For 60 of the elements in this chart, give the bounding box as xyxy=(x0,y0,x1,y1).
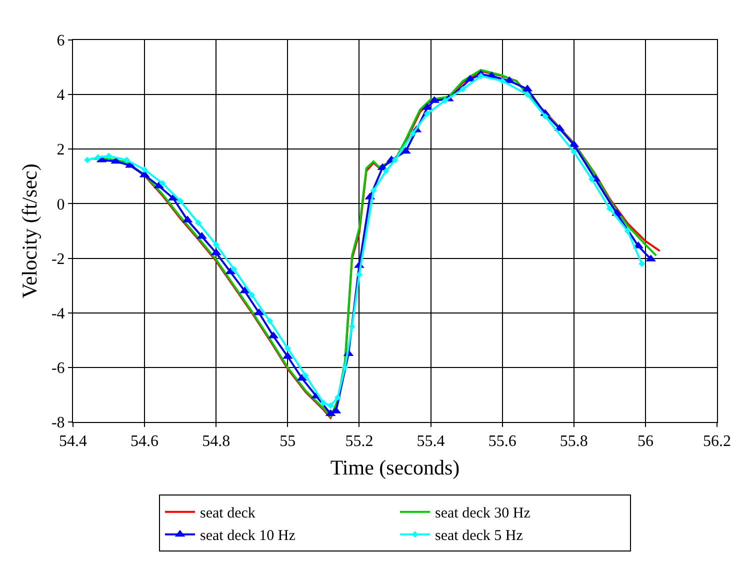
x-tick-label: 55 xyxy=(280,433,296,450)
legend-label: seat deck 5 Hz xyxy=(435,528,524,544)
point xyxy=(588,176,596,182)
x-tick-label: 55.4 xyxy=(416,433,445,450)
point xyxy=(159,180,166,186)
y-tick-label: -8 xyxy=(51,414,65,432)
x-tick-label: 54.6 xyxy=(130,433,159,450)
point xyxy=(194,220,202,226)
point xyxy=(334,394,342,401)
point xyxy=(370,187,377,194)
y-tick-label: -4 xyxy=(51,305,65,322)
x-axis-title: Time (seconds) xyxy=(330,455,460,480)
y-tick-label: 2 xyxy=(56,142,65,159)
point xyxy=(382,168,390,174)
point xyxy=(248,292,256,298)
point xyxy=(141,166,148,173)
x-tick-label: 54.8 xyxy=(202,433,230,450)
x-tick-label: 55.2 xyxy=(345,433,374,450)
point xyxy=(499,78,506,84)
point xyxy=(94,154,102,161)
x-tick-label: 55.6 xyxy=(488,433,516,450)
point xyxy=(424,110,430,117)
legend-label: seat deck 30 Hz xyxy=(435,506,531,522)
y-tick-label: 4 xyxy=(56,87,65,104)
point xyxy=(624,228,631,234)
point xyxy=(84,156,91,164)
point xyxy=(348,323,356,330)
point xyxy=(327,402,334,409)
x-tick-label: 54.4 xyxy=(59,433,87,450)
y-tick-label: -6 xyxy=(51,360,65,378)
point xyxy=(400,146,411,154)
point xyxy=(356,271,362,278)
point xyxy=(478,72,484,80)
point xyxy=(266,318,274,324)
point xyxy=(212,241,220,248)
point xyxy=(542,113,549,120)
point xyxy=(284,345,291,352)
point xyxy=(106,152,112,160)
x-tick-label: 55.8 xyxy=(560,433,588,450)
point xyxy=(442,97,448,104)
y-axis-title: Velocity (ft/sec) xyxy=(18,164,42,298)
y-tick-label: 0 xyxy=(56,196,65,214)
point xyxy=(177,198,184,204)
point xyxy=(638,260,646,267)
legend-label: seat deck 10 Hz xyxy=(200,528,296,544)
x-tick-label: 56.2 xyxy=(703,433,731,450)
point xyxy=(320,400,327,406)
point xyxy=(524,91,531,98)
y-tick-label: 6 xyxy=(56,32,65,50)
point xyxy=(392,156,398,164)
point xyxy=(410,130,416,137)
point xyxy=(570,148,578,156)
point xyxy=(342,364,348,371)
y-tick-label: -2 xyxy=(51,250,65,268)
point xyxy=(460,86,466,92)
point xyxy=(196,232,207,239)
x-tick-label: 56 xyxy=(637,433,654,450)
legend-label: seat deck xyxy=(200,506,256,522)
point xyxy=(606,205,613,212)
point xyxy=(123,156,130,164)
